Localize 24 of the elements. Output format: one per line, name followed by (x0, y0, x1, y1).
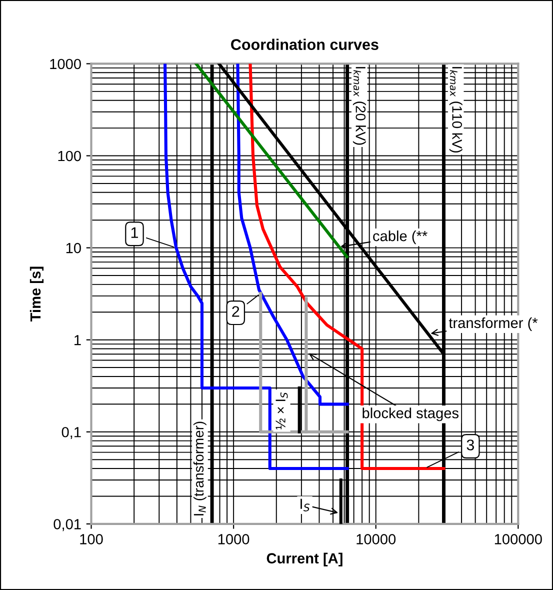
x-axis-title: Current [A] (266, 552, 342, 566)
annotation: I$_{S}$ (300, 498, 310, 512)
y-tick-label: 1000 (50, 58, 81, 70)
y-axis-title: Time [s] (30, 266, 44, 322)
annotation: ½ × I$_{S}$ (276, 392, 288, 430)
ref-line-label: I$_{kmax}$ (20 kV) (352, 67, 366, 145)
chart-title: Coordination curves (231, 38, 378, 50)
y-tick-label: 0,1 (62, 426, 81, 440)
annotation: 2 (232, 306, 240, 317)
y-tick-label: 100 (58, 150, 81, 162)
annotation: 3 (466, 440, 474, 450)
x-tick-label: 10000 (356, 534, 396, 544)
ref-line-label: I$_{N}$ (transformer) (193, 422, 206, 516)
annotation: blocked stages (362, 408, 459, 422)
annotation: cable (** (373, 230, 428, 244)
x-tick-label: 100 (80, 534, 103, 544)
annotation: transformer (* (448, 317, 538, 331)
y-tick-label: 10 (66, 242, 81, 254)
ref-line-label: I$_{kmax}$ (110 kV) (449, 67, 462, 152)
x-tick-label: 1000 (218, 534, 250, 544)
x-tick-label: 100000 (494, 534, 542, 544)
y-tick-label: 0,01 (54, 519, 81, 532)
y-tick-label: 1 (74, 335, 81, 346)
annotation: 1 (131, 227, 138, 238)
